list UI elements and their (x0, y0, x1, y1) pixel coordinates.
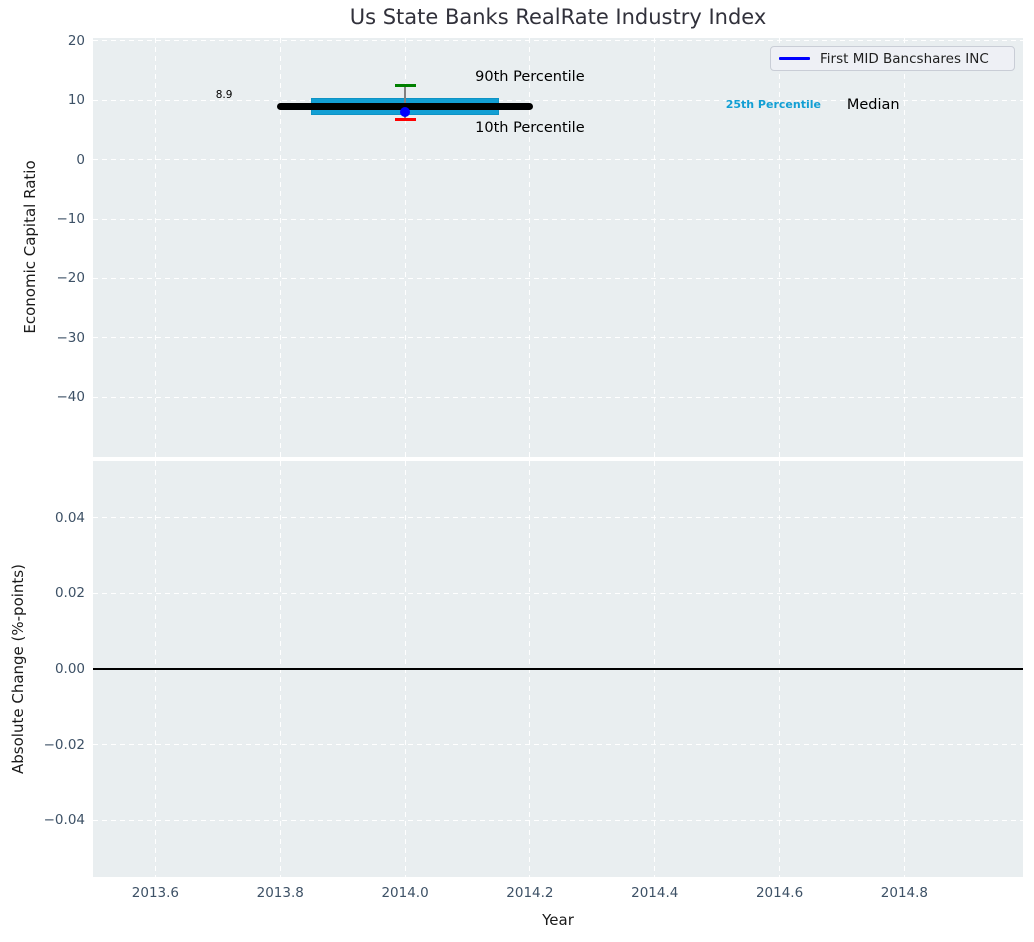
zero-line (93, 668, 1023, 670)
y-tick-label: −10 (56, 211, 86, 227)
x-tick-label: 2013.8 (256, 885, 304, 901)
top-y-axis-label: Economic Capital Ratio (21, 160, 39, 334)
median-value-label: 8.9 (215, 88, 233, 101)
y-gridline (93, 592, 1023, 594)
y-gridline (93, 396, 1023, 398)
annotation-90th-percentile: 90th Percentile (475, 68, 585, 85)
x-tick-label: 2014.6 (755, 885, 804, 901)
x-gridline (279, 38, 281, 457)
whisker-cap-10th (394, 117, 416, 121)
y-gridline (93, 517, 1023, 519)
y-gridline (93, 744, 1023, 746)
annotation-10th-percentile: 10th Percentile (475, 119, 585, 136)
median-line (276, 103, 534, 111)
y-gridline (93, 277, 1023, 279)
x-axis-label: Year (542, 911, 574, 929)
chart-title: Us State Banks RealRate Industry Index (349, 5, 767, 29)
bottom-plot-area (93, 461, 1023, 877)
y-gridline (93, 819, 1023, 821)
y-tick-label: 10 (67, 92, 85, 109)
whisker-cap-90th (394, 83, 416, 87)
x-tick-label: 2014.0 (381, 885, 429, 901)
y-tick-label: −30 (56, 329, 86, 346)
x-gridline (154, 38, 156, 457)
x-gridline (654, 38, 656, 457)
x-tick-label: 2014.2 (506, 885, 554, 901)
y-tick-label: 0.04 (54, 509, 85, 526)
whisker-line (404, 85, 406, 120)
x-gridline (779, 38, 781, 457)
y-gridline (93, 159, 1023, 161)
y-gridline (93, 218, 1023, 220)
y-tick-label: 20 (67, 32, 85, 49)
y-tick-label: 0.02 (54, 585, 85, 602)
y-gridline (93, 337, 1023, 339)
x-gridline (903, 38, 905, 457)
legend-line-sample (779, 57, 810, 60)
y-tick-label: 0.00 (54, 661, 85, 677)
x-tick-label: 2014.4 (631, 885, 679, 901)
x-tick-label: 2014.8 (880, 885, 929, 901)
legend: First MID Bancshares INC (770, 46, 1015, 71)
y-gridline (93, 99, 1023, 101)
annotation-median: Median (846, 96, 900, 113)
x-tick-label: 2013.6 (131, 885, 180, 901)
annotation-25th-percentile: 25th Percentile (725, 98, 821, 112)
y-tick-label: −40 (56, 389, 86, 406)
company-marker (400, 107, 411, 118)
y-tick-label: 0 (76, 151, 85, 168)
x-gridline (529, 38, 531, 457)
x-gridline (404, 38, 406, 457)
top-plot-area: 8.9 90th Percentile 10th Percentile 25th Pe… (93, 38, 1023, 457)
y-gridline (93, 40, 1023, 42)
y-tick-label: −20 (56, 270, 86, 287)
y-tick-label: −0.02 (43, 736, 85, 753)
y-tick-label: −0.04 (43, 812, 85, 829)
legend-entry-label: First MID Bancshares INC (820, 50, 989, 67)
